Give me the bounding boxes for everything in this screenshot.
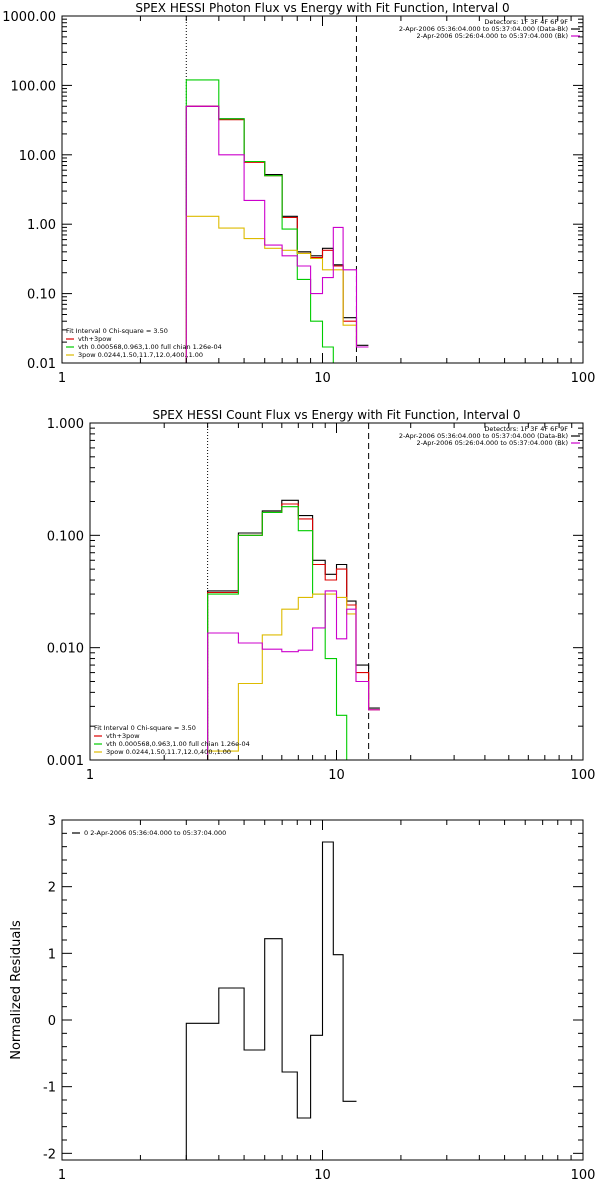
y-tick-label: 1000.00 (2, 10, 56, 25)
legend-entry-1: Fit Interval 0 Chi-square = 3.50 (66, 327, 168, 335)
y-tick-label: 10.00 (19, 149, 56, 164)
y-tick-label: 0.100 (47, 529, 84, 544)
x-tick-label: 1 (58, 371, 66, 386)
y-tick-label: 3 (48, 814, 56, 829)
y-tick-label: 0.10 (27, 288, 56, 303)
y-tick-label: 0.01 (27, 357, 56, 372)
series-line-4 (185, 215, 369, 363)
header-line-3: 2-Apr-2006 05:26:04.000 to 05:37:04.000 … (417, 439, 568, 447)
y-tick-label: -2 (43, 1147, 56, 1162)
x-tick-label: 100 (571, 1168, 596, 1183)
y-tick-label: 0.001 (47, 754, 84, 769)
x-tick-label: 10 (328, 768, 345, 783)
legend-entry-3: vth 0.000568,0.963,1.00 full chian 1.26e… (106, 740, 250, 748)
header-line-3: 2-Apr-2006 05:26:04.000 to 05:37:04.000 … (417, 32, 568, 40)
y-tick-label: 1.000 (47, 417, 84, 432)
y-axis: 0.01 0.10 1.00 10.00 100.00 1000.00 (2, 10, 583, 372)
series-group (185, 79, 369, 363)
y-axis: -2 -1 0 1 2 3 (43, 814, 583, 1162)
y-axis-label: Normalized Residuals (9, 920, 24, 1060)
x-tick-label: 1 (86, 768, 94, 783)
y-tick-label: 2 (48, 881, 56, 896)
legend-entry-1: 0 2-Apr-2006 05:36:04.000 to 05:37:04.00… (84, 829, 226, 837)
y-tick-label: 0.010 (47, 642, 84, 657)
legend-entry-3: vth 0.000568,0.963,1.00 full chian 1.26e… (78, 343, 222, 351)
x-tick-label: 10 (314, 1168, 331, 1183)
x-axis: 1 10 100 (86, 423, 596, 783)
x-axis: 1 10 100 (58, 16, 596, 386)
header-line-1: Detectors: 1F 3F 4F 6F 9F (484, 18, 568, 26)
series-group (185, 841, 357, 1160)
series-line-5 (185, 105, 369, 363)
series-line-3 (207, 506, 348, 760)
header-line-2: 2-Apr-2006 05:36:04.000 to 05:37:04.000 … (399, 25, 568, 33)
chart-title: SPEX HESSI Count Flux vs Energy with Fit… (152, 408, 520, 422)
chart-title: SPEX HESSI Photon Flux vs Energy with Fi… (135, 1, 509, 15)
x-tick-label: 1 (58, 1168, 66, 1183)
legend-entry-1: Fit Interval 0 Chi-square = 3.50 (94, 724, 196, 732)
y-tick-label: 1 (48, 947, 56, 962)
y-tick-label: 1.00 (27, 218, 56, 233)
y-tick-label: -1 (43, 1081, 56, 1096)
legend-entry-2: vth+3pow (78, 335, 112, 343)
legend-entry-4: 3pow 0.0244,1.50,11.7,12.0,400.,1.00 (106, 748, 231, 756)
legend-entry-4: 3pow 0.0244,1.50,11.7,12.0,400.,1.00 (78, 351, 203, 359)
series-line-5 (207, 590, 380, 760)
legend-entry-2: vth+3pow (106, 732, 140, 740)
series-group (207, 499, 380, 760)
x-tick-label: 100 (571, 371, 596, 386)
chart-panel-3: 1 10 100 -2 -1 0 1 2 3 Normalized Residuals 0 2-Ap… (9, 814, 596, 1183)
x-axis: 1 10 100 (58, 820, 596, 1183)
series-line-1 (185, 841, 357, 1160)
y-axis: 0.001 0.010 0.100 1.000 (47, 417, 583, 769)
x-tick-label: 10 (314, 371, 331, 386)
chart-panel-1: SPEX HESSI Photon Flux vs Energy with Fi… (2, 1, 596, 386)
series-line-4 (207, 593, 380, 760)
x-tick-label: 100 (571, 768, 596, 783)
chart-panel-2: SPEX HESSI Count Flux vs Energy with Fit… (47, 408, 596, 783)
y-tick-label: 0 (48, 1014, 56, 1029)
axes-frame (61, 15, 584, 364)
header-line-1: Detectors: 1F 3F 4F 6F 9F (484, 425, 568, 433)
series-line-3 (185, 79, 334, 363)
header-line-2: 2-Apr-2006 05:36:04.000 to 05:37:04.000 … (399, 432, 568, 440)
y-tick-label: 100.00 (11, 79, 57, 94)
